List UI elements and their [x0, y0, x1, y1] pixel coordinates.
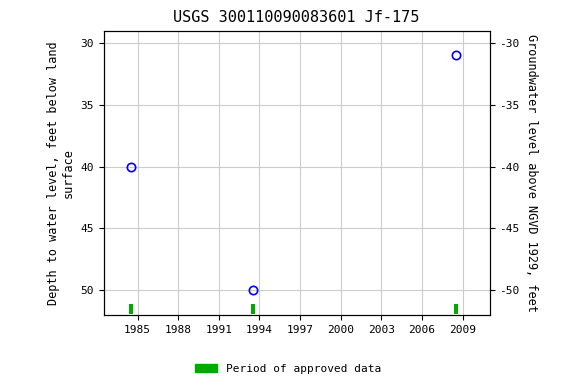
Bar: [454, 304, 458, 314]
Title: USGS 300110090083601 Jf-175: USGS 300110090083601 Jf-175: [173, 10, 420, 25]
Bar: [128, 304, 133, 314]
Bar: [251, 304, 255, 314]
Legend: Period of approved data: Period of approved data: [191, 359, 385, 379]
Y-axis label: Groundwater level above NGVD 1929, feet: Groundwater level above NGVD 1929, feet: [525, 34, 538, 312]
Y-axis label: Depth to water level, feet below land
surface: Depth to water level, feet below land su…: [47, 41, 75, 305]
